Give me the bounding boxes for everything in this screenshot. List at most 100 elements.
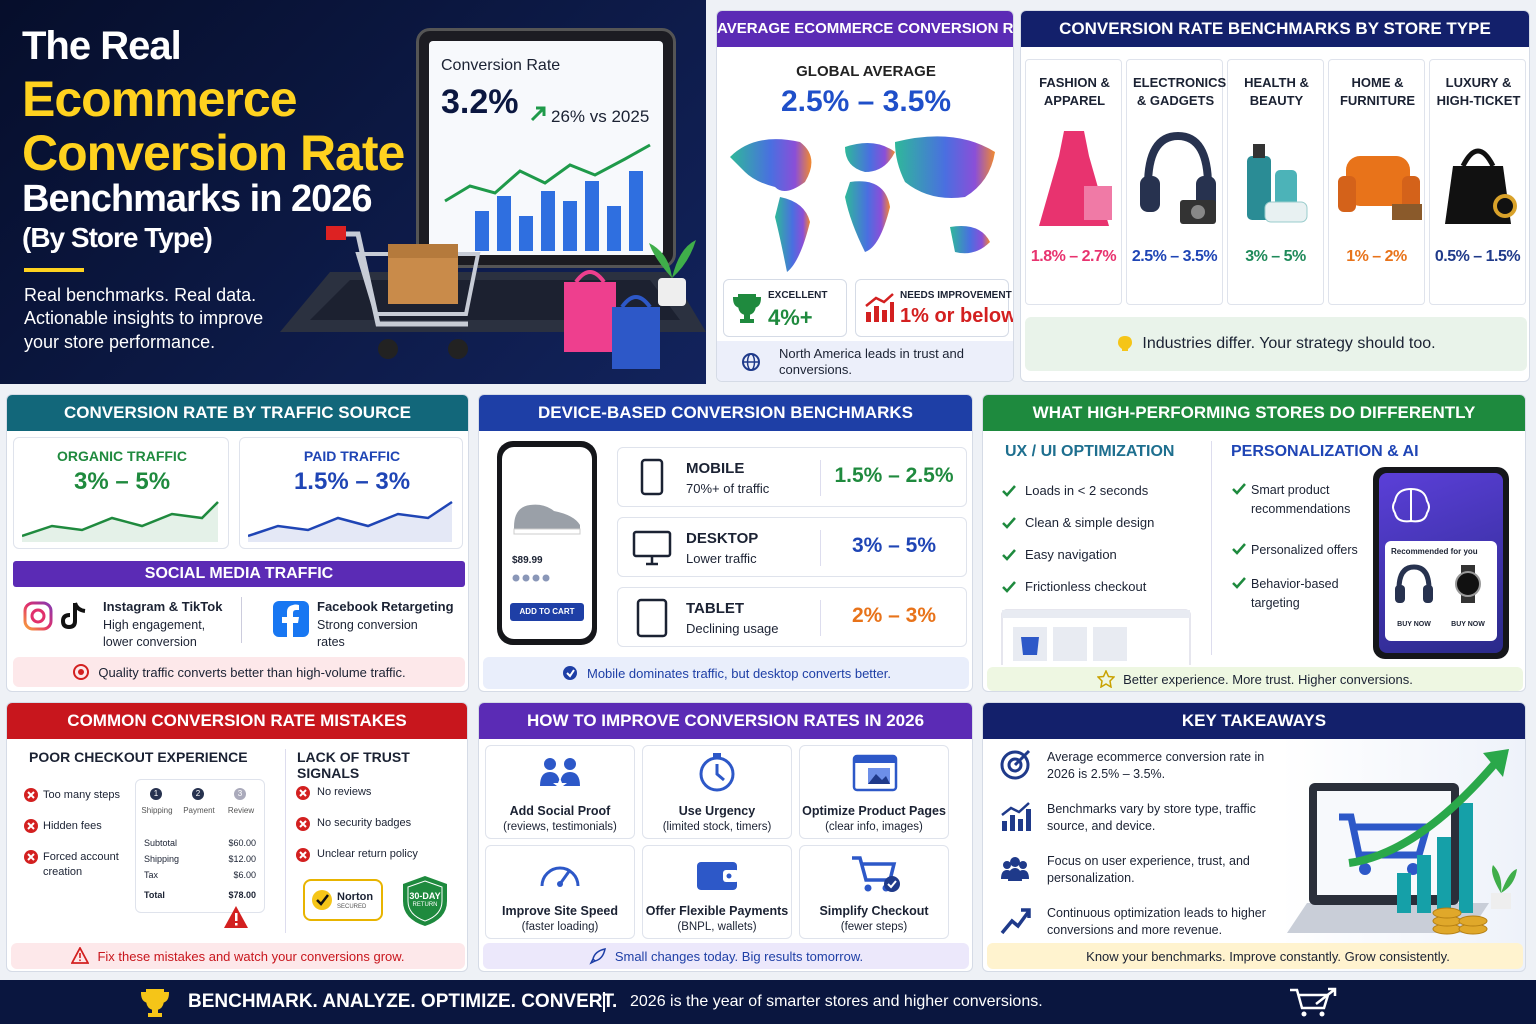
icon-circle [1301, 1011, 1307, 1017]
icon-svg [1290, 987, 1337, 1017]
icon-svg [1002, 549, 1016, 561]
icon-path [1290, 988, 1330, 1010]
column-divider [285, 749, 286, 933]
icon-path [1002, 485, 1016, 497]
note: Better experience. More trust. Higher co… [987, 667, 1523, 691]
icon-rect [1140, 176, 1160, 212]
x-icon [23, 818, 39, 834]
hero-title-line: Benchmarks in 2026 [22, 178, 373, 220]
note: Industries differ. Your strategy should … [1025, 317, 1527, 371]
store-types-panel: CONVERSION RATE BENCHMARKS BY STORE TYPE… [1020, 10, 1530, 382]
improve-tile-title: Optimize Product Pages [802, 804, 946, 818]
screen-label: Conversion Rate [441, 57, 561, 74]
phone: $89.99 ADD TO CART [497, 441, 597, 645]
icon-path [895, 136, 995, 198]
needs-improvement-box: NEEDS IMPROVEMENT 1% or below [855, 279, 1013, 337]
social-text: High engagement, lower conversion [103, 618, 206, 649]
store-type-icon [1332, 126, 1422, 230]
icon-g [866, 302, 894, 322]
device-name: MOBILE [686, 460, 745, 477]
icon-path [27, 791, 35, 799]
monitor: Conversion Rate 3.2% 26% vs 2025 [416, 28, 676, 268]
icon-svg [1287, 749, 1517, 935]
icon-path [553, 778, 567, 791]
icon-svg [1001, 802, 1031, 831]
store-type-name: HOME & FURNITURE [1339, 75, 1416, 108]
icon-path [1013, 749, 1031, 767]
icon-polyline [444, 143, 651, 203]
brain-icon [1389, 485, 1433, 525]
icon-path [730, 139, 812, 191]
recommend-widget: Recommended for you BUY NOW BUY NOW [1385, 541, 1497, 641]
device-text: Lower traffic [686, 551, 757, 566]
improve-panel: HOW TO IMPROVE CONVERSION RATES IN 2026 A… [478, 702, 973, 972]
improve-tile-text: (BNPL, wallets) [677, 921, 757, 933]
device-text: 70%+ of traffic [686, 481, 770, 496]
icon-path [1396, 564, 1432, 590]
footer-text: 2026 is the year of smarter stores and h… [630, 993, 1043, 1010]
traffic-card: ORGANIC TRAFFIC 3% – 5% [13, 437, 229, 549]
icon-svg [513, 504, 581, 535]
step-label: Shipping [141, 806, 173, 815]
improve-icon [850, 852, 900, 894]
badge-line2: RETURN [412, 902, 438, 908]
takeaway-text: Continuous optimization leads to higher … [1047, 906, 1266, 937]
footer-trophy [140, 987, 170, 1017]
icon-svg [1000, 908, 1031, 935]
icon-svg [1455, 565, 1481, 603]
device-range: 1.5% – 2.5% [834, 464, 954, 487]
device-row: TABLET Declining usage 2% – 3% [617, 587, 967, 647]
icon-circle [1007, 757, 1023, 773]
icon-rect [79, 953, 82, 958]
icon-svg [248, 500, 453, 542]
icon-svg [1338, 156, 1422, 220]
icon-circle [1019, 861, 1027, 869]
note: Small changes today. Big results tomorro… [483, 943, 969, 969]
x-icon [295, 847, 311, 863]
summary-amount: $78.00 [228, 890, 256, 900]
icon-svg [732, 294, 762, 323]
icon-path [282, 604, 299, 637]
icon-ellipse [1458, 915, 1488, 927]
icon-circle [512, 574, 520, 582]
icon-path [1001, 802, 1030, 816]
improve-icon [536, 852, 586, 894]
instagram-icon [23, 601, 53, 631]
icon-path [715, 764, 725, 782]
note-icon [1116, 335, 1134, 353]
step-number: 3 [234, 788, 246, 800]
icon-circle [448, 339, 468, 359]
icon-path [299, 851, 307, 859]
store-type-range: 1.8% – 2.7% [1030, 248, 1117, 265]
icon-rect [1346, 156, 1410, 206]
icon-svg [699, 753, 735, 792]
note: Quality traffic converts better than hig… [13, 657, 465, 687]
icon-rect [1253, 144, 1265, 158]
icon-rect [1264, 201, 1308, 223]
icon-svg [296, 817, 310, 831]
step-number: 1 [150, 788, 162, 800]
icon-polygon [1483, 749, 1509, 777]
device-icon [632, 458, 672, 498]
icon-ellipse [1432, 907, 1462, 919]
icon-rect [513, 528, 581, 535]
note-icon [71, 947, 90, 965]
icon-rect [1491, 893, 1511, 909]
icon-rect [388, 244, 458, 258]
icon-svg [1002, 485, 1016, 497]
improve-tile: Improve Site Speed (faster loading) [485, 845, 635, 939]
takeaway-text: Benchmarks vary by store type, traffic s… [1047, 802, 1256, 833]
improve-tile-title: Improve Site Speed [501, 904, 618, 918]
improve-icon [693, 752, 743, 794]
device-divider [820, 600, 821, 636]
warning-icon [223, 905, 249, 929]
icon-circle [563, 666, 577, 680]
icon-g [1432, 907, 1488, 935]
store-type-range: 2.5% – 3.5% [1131, 248, 1218, 265]
icon-g [1397, 803, 1473, 913]
icon-svg [312, 890, 332, 910]
icon-svg [23, 601, 53, 631]
icon-svg [140, 989, 170, 1017]
icon-rect [497, 196, 511, 251]
